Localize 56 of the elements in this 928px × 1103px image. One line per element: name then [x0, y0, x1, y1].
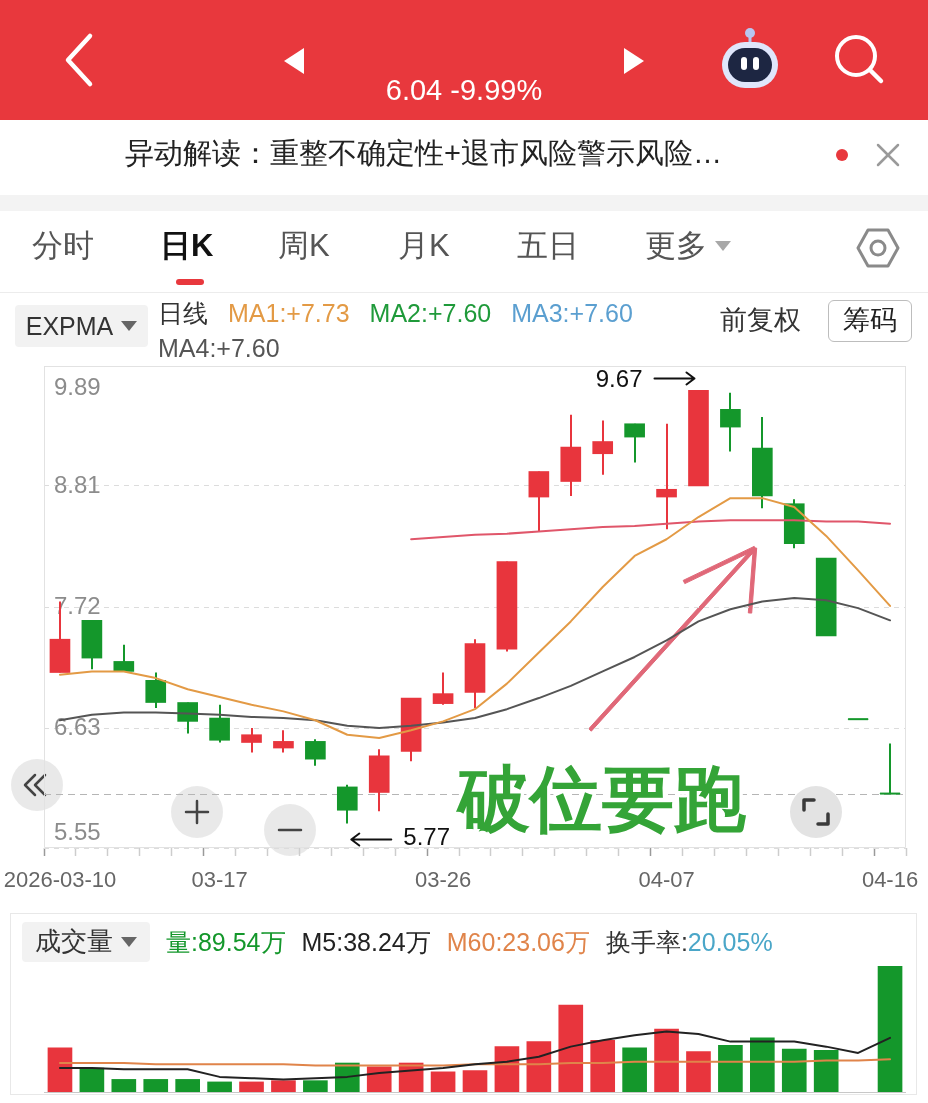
bar	[111, 1079, 137, 1092]
bar	[877, 966, 903, 1092]
bar	[750, 1037, 775, 1092]
text: 换手率:20.05%	[605, 927, 773, 956]
bar	[622, 1047, 647, 1092]
annotation: 破位要跑	[458, 759, 746, 840]
text: EXPMA	[25, 311, 114, 341]
bar	[462, 1070, 488, 1092]
text: 量:89.54万	[166, 926, 286, 958]
bar	[430, 1071, 456, 1092]
text: 日K	[160, 228, 214, 264]
x-tick-label: 03-17	[191, 867, 248, 893]
text: MA4:+7.60	[158, 333, 280, 364]
text: 五日	[517, 228, 579, 264]
text: 前复权	[720, 305, 801, 337]
legend-title: 日线	[158, 298, 208, 329]
x-tick-label: 2026-03-10	[3, 867, 117, 893]
legend-title: 成交量	[35, 926, 113, 957]
bar	[526, 1041, 552, 1092]
legend-label: MA2:+7.60	[369, 298, 492, 329]
text: MA1:+7.73	[228, 298, 350, 329]
text: M60:23.06万	[446, 926, 590, 958]
text: 异动解读：重整不确定性+退市风险警示风险…	[125, 137, 722, 171]
bar	[686, 1051, 711, 1092]
bar	[207, 1081, 232, 1092]
bar	[654, 1028, 679, 1092]
bar	[494, 1046, 520, 1092]
bar	[781, 1048, 807, 1092]
bar	[558, 1004, 584, 1092]
bar	[271, 1080, 296, 1092]
y-tick-label: 5.55	[54, 817, 101, 845]
bar	[813, 1050, 839, 1092]
chart-title: 6.04 -9.99%	[384, 74, 544, 108]
annotation: 9.67	[595, 365, 643, 393]
bar	[718, 1045, 743, 1092]
bar	[47, 1047, 73, 1092]
legend-label: MA3:+7.60	[511, 298, 633, 329]
text: 周K	[278, 228, 330, 264]
x-tick-label: 03-26	[414, 867, 472, 893]
x-tick-label: 04-16	[861, 867, 919, 893]
bar	[143, 1079, 169, 1092]
text: 更多	[645, 228, 707, 264]
bar	[303, 1080, 328, 1092]
y-tick-label: 9.89	[54, 372, 101, 400]
x-tick-label: 04-07	[638, 867, 695, 893]
bar	[175, 1079, 200, 1092]
bar	[239, 1081, 264, 1092]
bar	[590, 1040, 616, 1092]
y-tick-label: 6.63	[54, 712, 101, 740]
text: 分时	[32, 228, 94, 264]
text: M5:38.24万	[301, 926, 431, 958]
text: 筹码	[843, 305, 897, 337]
text: 月K	[398, 228, 450, 264]
bar	[79, 1067, 105, 1092]
y-tick-label: 8.81	[54, 470, 101, 498]
annotation: 5.77	[403, 823, 451, 851]
